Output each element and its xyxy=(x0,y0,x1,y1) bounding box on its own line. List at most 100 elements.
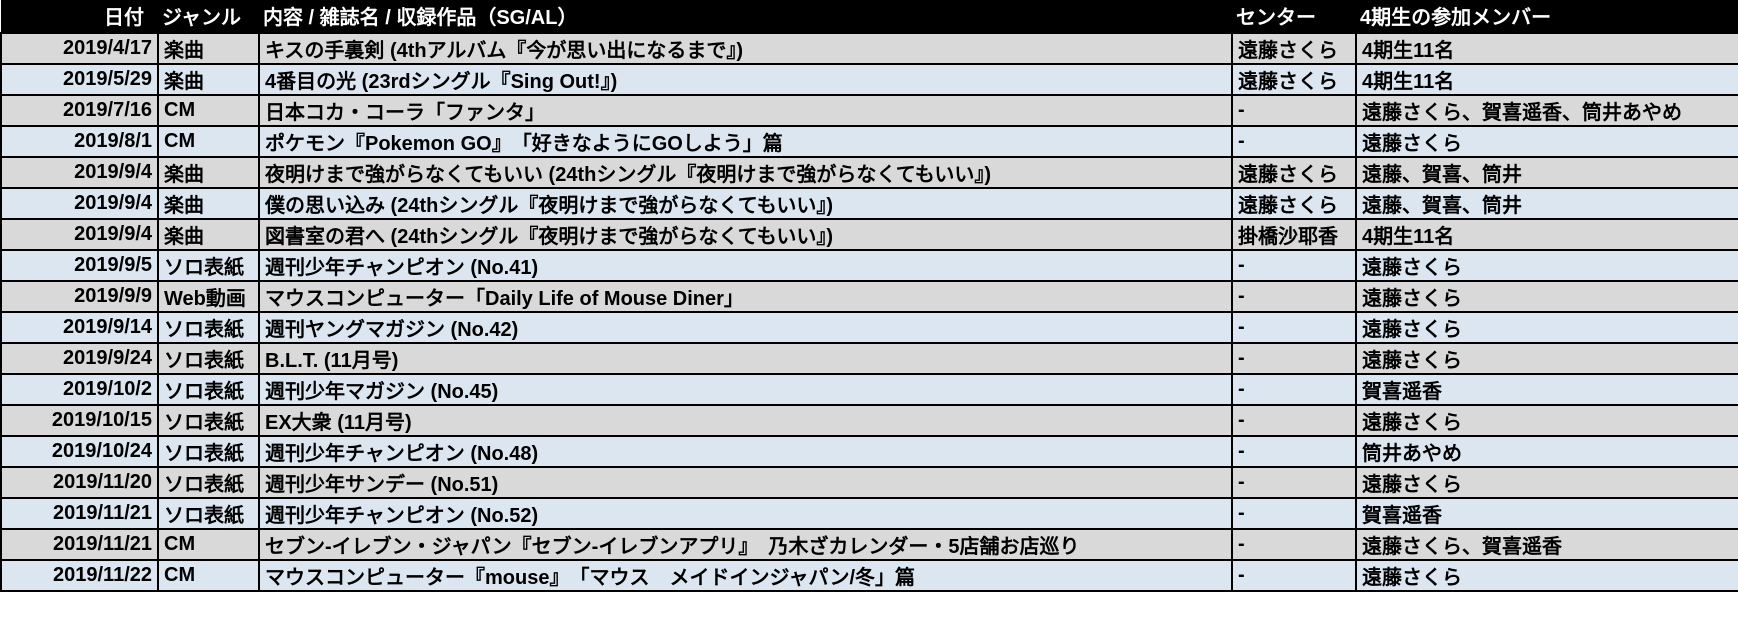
cell-content: B.L.T. (11月号) xyxy=(258,342,1233,375)
cell-center: - xyxy=(1231,125,1357,158)
cell-content: セブン-イレブン・ジャパン『セブン-イレブンアプリ』 乃木ざカレンダー・5店舗お… xyxy=(258,528,1233,561)
cell-date: 2019/11/20 xyxy=(0,466,159,499)
cell-content: 週刊少年サンデー (No.51) xyxy=(258,466,1233,499)
cell-genre: Web動画 xyxy=(157,280,260,313)
table-row: 2019/11/21 CM セブン-イレブン・ジャパン『セブン-イレブンアプリ』… xyxy=(0,528,1738,561)
cell-content: 4番目の光 (23rdシングル『Sing Out!』) xyxy=(258,63,1233,96)
cell-content: マウスコンピューター「Daily Life of Mouse Diner」 xyxy=(258,280,1233,313)
cell-members: 賀喜遥香 xyxy=(1355,497,1738,530)
cell-content: 僕の思い込み (24thシングル『夜明けまで強がらなくてもいい』) xyxy=(258,187,1233,220)
cell-genre: 楽曲 xyxy=(157,63,260,96)
cell-date: 2019/9/5 xyxy=(0,249,159,282)
cell-content: 週刊少年チャンピオン (No.41) xyxy=(258,249,1233,282)
cell-date: 2019/9/9 xyxy=(0,280,159,313)
cell-date: 2019/11/21 xyxy=(0,528,159,561)
cell-members: 賀喜遥香 xyxy=(1355,373,1738,406)
cell-members: 遠藤さくら、賀喜遥香 xyxy=(1355,528,1738,561)
table-row: 2019/10/15 ソロ表紙 EX大衆 (11月号) - 遠藤さくら xyxy=(0,404,1738,437)
cell-genre: 楽曲 xyxy=(157,218,260,251)
table-row: 2019/9/24 ソロ表紙 B.L.T. (11月号) - 遠藤さくら xyxy=(0,342,1738,375)
cell-members: 筒井あやめ xyxy=(1355,435,1738,468)
cell-center: - xyxy=(1231,373,1357,406)
table-row: 2019/4/17 楽曲 キスの手裏剣 (4thアルバム『今が思い出になるまで』… xyxy=(0,32,1738,65)
cell-date: 2019/9/4 xyxy=(0,187,159,220)
cell-date: 2019/9/24 xyxy=(0,342,159,375)
cell-date: 2019/4/17 xyxy=(0,32,159,65)
cell-genre: CM xyxy=(157,528,260,561)
cell-genre: CM xyxy=(157,94,260,127)
cell-genre: ソロ表紙 xyxy=(157,249,260,282)
cell-date: 2019/10/2 xyxy=(0,373,159,406)
cell-content: 日本コカ・コーラ「ファンタ」 xyxy=(258,94,1233,127)
cell-members: 遠藤、賀喜、筒井 xyxy=(1355,187,1738,220)
cell-genre: ソロ表紙 xyxy=(157,466,260,499)
cell-date: 2019/10/15 xyxy=(0,404,159,437)
cell-content: 週刊少年マガジン (No.45) xyxy=(258,373,1233,406)
table-row: 2019/9/4 楽曲 僕の思い込み (24thシングル『夜明けまで強がらなくて… xyxy=(0,187,1738,220)
table-row: 2019/9/14 ソロ表紙 週刊ヤングマガジン (No.42) - 遠藤さくら xyxy=(0,311,1738,344)
cell-date: 2019/7/16 xyxy=(0,94,159,127)
cell-date: 2019/11/21 xyxy=(0,497,159,530)
cell-date: 2019/9/14 xyxy=(0,311,159,344)
table-row: 2019/9/9 Web動画 マウスコンピューター「Daily Life of … xyxy=(0,280,1738,313)
cell-genre: CM xyxy=(157,125,260,158)
header-center: センター xyxy=(1232,0,1356,33)
cell-content: EX大衆 (11月号) xyxy=(258,404,1233,437)
cell-members: 遠藤さくら xyxy=(1355,125,1738,158)
cell-center: - xyxy=(1231,497,1357,530)
cell-genre: 楽曲 xyxy=(157,156,260,189)
cell-members: 4期生11名 xyxy=(1355,63,1738,96)
cell-center: - xyxy=(1231,280,1357,313)
cell-members: 遠藤さくら、賀喜遥香、筒井あやめ xyxy=(1355,94,1738,127)
cell-genre: CM xyxy=(157,559,260,592)
table-row: 2019/9/5 ソロ表紙 週刊少年チャンピオン (No.41) - 遠藤さくら xyxy=(0,249,1738,282)
activities-table-wrap: 日付 ジャンル 内容 / 雑誌名 / 収録作品（SG/AL） センター 4期生の… xyxy=(0,0,1738,592)
cell-center: - xyxy=(1231,559,1357,592)
cell-date: 2019/8/1 xyxy=(0,125,159,158)
header-genre: ジャンル xyxy=(158,0,259,33)
cell-genre: ソロ表紙 xyxy=(157,342,260,375)
activities-table: 日付 ジャンル 内容 / 雑誌名 / 収録作品（SG/AL） センター 4期生の… xyxy=(0,0,1738,592)
cell-members: 4期生11名 xyxy=(1355,32,1738,65)
header-content: 内容 / 雑誌名 / 収録作品（SG/AL） xyxy=(259,0,1232,33)
header-members: 4期生の参加メンバー xyxy=(1356,0,1738,33)
cell-center: 遠藤さくら xyxy=(1231,63,1357,96)
cell-members: 遠藤さくら xyxy=(1355,249,1738,282)
cell-genre: ソロ表紙 xyxy=(157,435,260,468)
table-row: 2019/11/21 ソロ表紙 週刊少年チャンピオン (No.52) - 賀喜遥… xyxy=(0,497,1738,530)
cell-date: 2019/9/4 xyxy=(0,218,159,251)
table-row: 2019/9/4 楽曲 図書室の君へ (24thシングル『夜明けまで強がらなくて… xyxy=(0,218,1738,251)
cell-date: 2019/10/24 xyxy=(0,435,159,468)
cell-center: - xyxy=(1231,528,1357,561)
cell-content: ポケモン『Pokemon GO』 「好きなようにGOしよう」篇 xyxy=(258,125,1233,158)
cell-genre: 楽曲 xyxy=(157,32,260,65)
cell-center: - xyxy=(1231,342,1357,375)
cell-date: 2019/5/29 xyxy=(0,63,159,96)
cell-center: 遠藤さくら xyxy=(1231,32,1357,65)
table-row: 2019/7/16 CM 日本コカ・コーラ「ファンタ」 - 遠藤さくら、賀喜遥香… xyxy=(0,94,1738,127)
cell-members: 遠藤さくら xyxy=(1355,404,1738,437)
cell-center: - xyxy=(1231,94,1357,127)
cell-date: 2019/9/4 xyxy=(0,156,159,189)
cell-genre: ソロ表紙 xyxy=(157,311,260,344)
cell-members: 遠藤さくら xyxy=(1355,559,1738,592)
cell-date: 2019/11/22 xyxy=(0,559,159,592)
table-row: 2019/9/4 楽曲 夜明けまで強がらなくてもいい (24thシングル『夜明け… xyxy=(0,156,1738,189)
cell-genre: ソロ表紙 xyxy=(157,497,260,530)
cell-content: 週刊少年チャンピオン (No.48) xyxy=(258,435,1233,468)
table-header-row: 日付 ジャンル 内容 / 雑誌名 / 収録作品（SG/AL） センター 4期生の… xyxy=(1,0,1738,33)
cell-genre: 楽曲 xyxy=(157,187,260,220)
cell-center: 遠藤さくら xyxy=(1231,156,1357,189)
cell-content: 図書室の君へ (24thシングル『夜明けまで強がらなくてもいい』) xyxy=(258,218,1233,251)
cell-genre: ソロ表紙 xyxy=(157,404,260,437)
cell-content: キスの手裏剣 (4thアルバム『今が思い出になるまで』) xyxy=(258,32,1233,65)
cell-center: 遠藤さくら xyxy=(1231,187,1357,220)
cell-members: 4期生11名 xyxy=(1355,218,1738,251)
cell-members: 遠藤さくら xyxy=(1355,342,1738,375)
cell-center: - xyxy=(1231,435,1357,468)
cell-content: マウスコンピューター『mouse』 「マウス メイドインジャパン/冬」篇 xyxy=(258,559,1233,592)
cell-content: 週刊少年チャンピオン (No.52) xyxy=(258,497,1233,530)
cell-content: 夜明けまで強がらなくてもいい (24thシングル『夜明けまで強がらなくてもいい』… xyxy=(258,156,1233,189)
table-row: 2019/11/20 ソロ表紙 週刊少年サンデー (No.51) - 遠藤さくら xyxy=(0,466,1738,499)
cell-members: 遠藤さくら xyxy=(1355,311,1738,344)
